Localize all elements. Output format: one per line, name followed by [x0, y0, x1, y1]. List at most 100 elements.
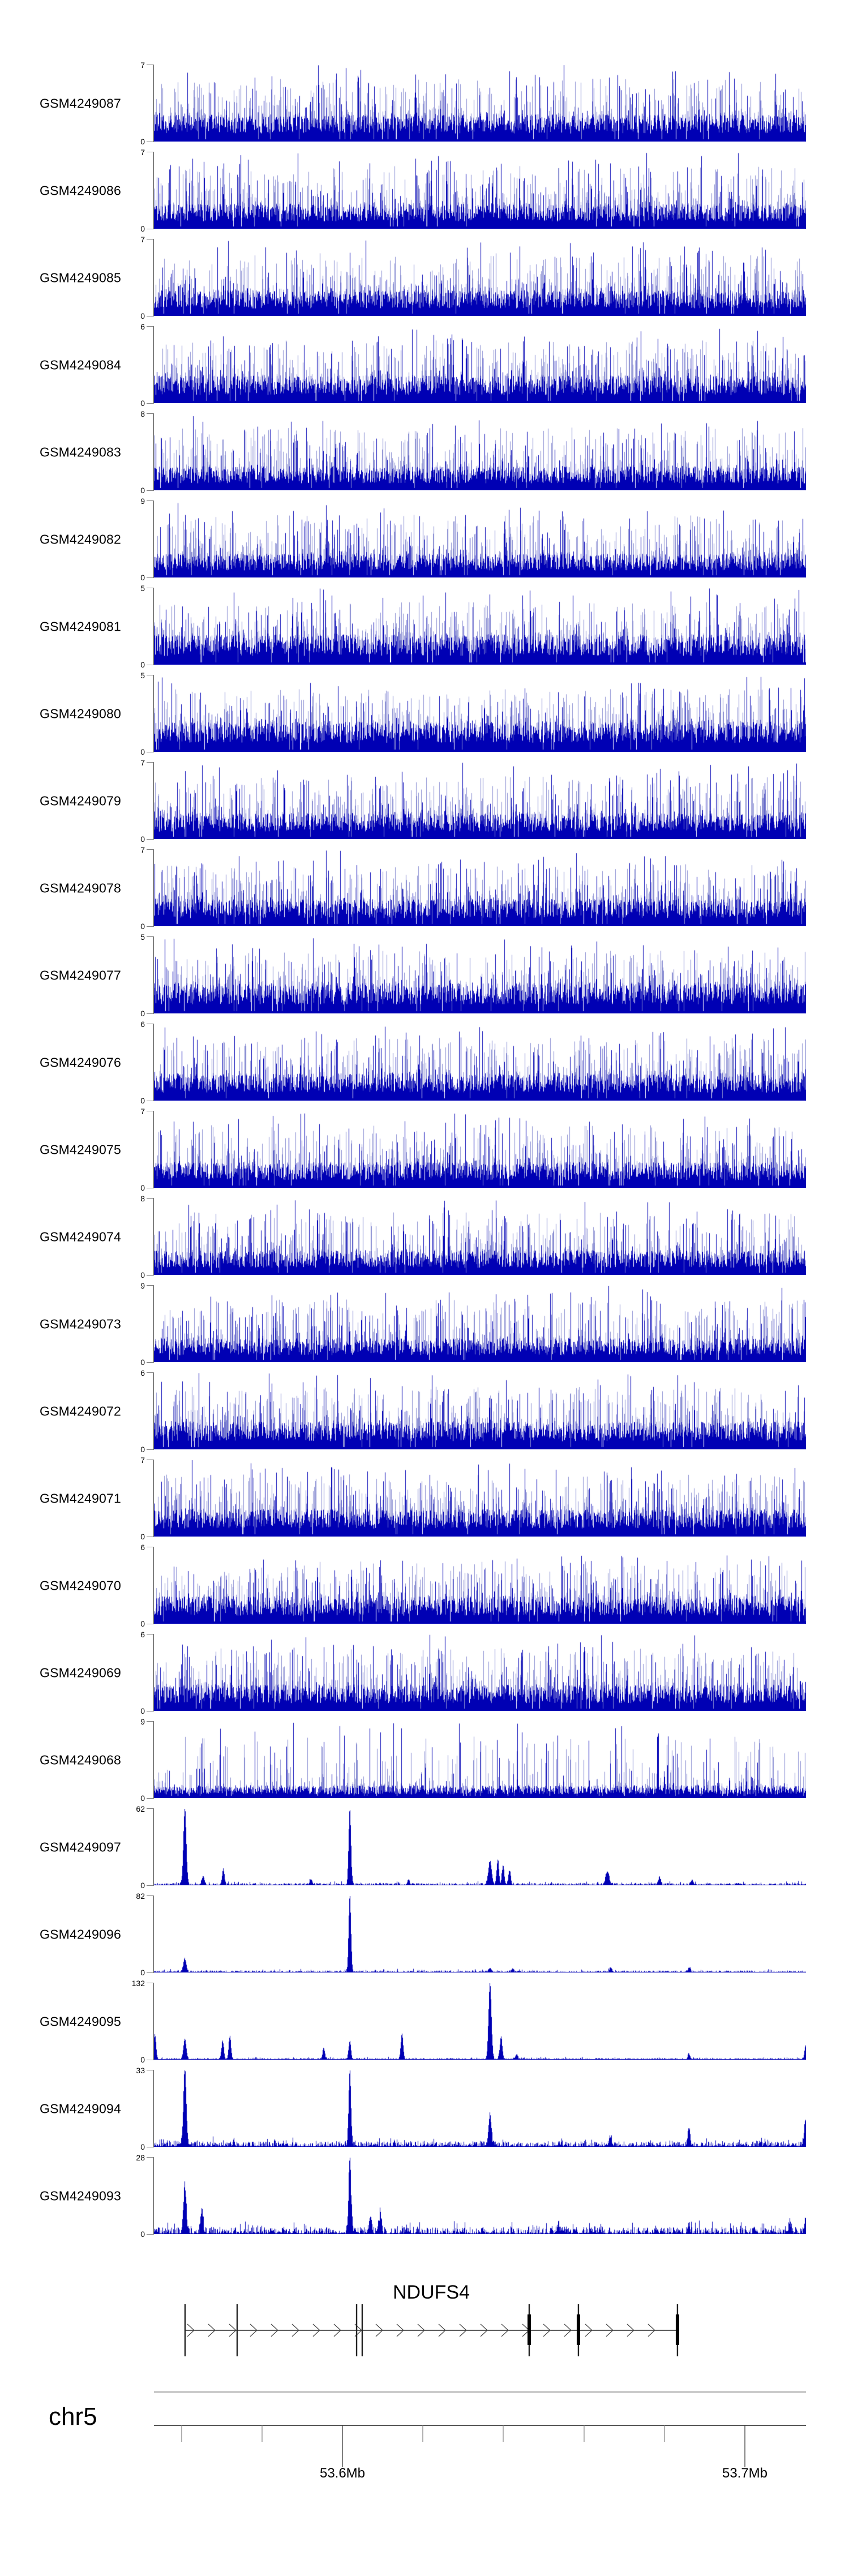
- y-axis-bottom-tick: [147, 839, 154, 840]
- coverage-signal-canvas: [154, 850, 806, 926]
- strand-arrow-icon: [208, 2323, 216, 2337]
- y-axis-bottom-tick: [147, 1013, 154, 1014]
- track-sample-label: GSM4249083: [40, 444, 121, 459]
- strand-arrow-icon: [459, 2323, 467, 2337]
- y-axis-max-label: 9: [140, 497, 145, 506]
- track-row: GSM4249084 6 0: [0, 323, 849, 407]
- y-axis-zero-label: 0: [140, 137, 145, 146]
- y-axis-bottom-tick: [147, 1798, 154, 1799]
- coverage-signal-canvas: [154, 1634, 806, 1711]
- strand-arrow-icon: [564, 2323, 572, 2337]
- strand-arrow-icon: [187, 2323, 195, 2337]
- y-axis-line: [153, 1286, 154, 1362]
- y-axis-zero-label: 0: [140, 1358, 145, 1367]
- y-axis-bottom-tick: [147, 577, 154, 578]
- track-sample-label: GSM4249094: [40, 2101, 121, 2116]
- y-axis-zero-label: 0: [140, 1706, 145, 1715]
- y-axis-zero-label: 0: [140, 311, 145, 320]
- strand-arrow-icon: [250, 2323, 258, 2337]
- y-axis-line: [153, 588, 154, 665]
- track-row: GSM4249097 62 0: [0, 1805, 849, 1889]
- coverage-signal-canvas: [154, 1896, 806, 1972]
- track-sample-label: GSM4249081: [40, 619, 121, 634]
- chromosome-axis: [154, 2391, 806, 2467]
- y-axis-line: [153, 152, 154, 229]
- y-axis-max-label: 82: [136, 1892, 145, 1901]
- y-axis-top-tick: [147, 1198, 154, 1199]
- coverage-signal-canvas: [154, 1373, 806, 1449]
- track-row: GSM4249087 7 0: [0, 61, 849, 146]
- y-axis-max-label: 28: [136, 2153, 145, 2162]
- y-axis-bottom-tick: [147, 1449, 154, 1450]
- track-row: GSM4249085 7 0: [0, 236, 849, 320]
- strand-arrow-icon: [480, 2323, 488, 2337]
- y-axis-bottom-tick: [147, 1362, 154, 1363]
- track-sample-label: GSM4249075: [40, 1142, 121, 1157]
- gene-exon-cds: [576, 2314, 580, 2345]
- y-axis-line: [153, 850, 154, 926]
- track-sample-label: GSM4249087: [40, 96, 121, 110]
- y-axis-max-label: 5: [140, 671, 145, 680]
- y-axis-max-label: 8: [140, 1194, 145, 1203]
- y-axis-zero-label: 0: [140, 1619, 145, 1628]
- y-axis-top-tick: [147, 1721, 154, 1722]
- strand-arrow-icon: [396, 2323, 404, 2337]
- y-axis-max-label: 6: [140, 1543, 145, 1552]
- y-axis-top-tick: [147, 1895, 154, 1896]
- track-row: GSM4249069 6 0: [0, 1631, 849, 1715]
- y-axis-line: [153, 1634, 154, 1711]
- y-axis-line: [153, 1547, 154, 1624]
- coverage-signal-canvas: [154, 1460, 806, 1537]
- coverage-signal-canvas: [154, 937, 806, 1013]
- track-row: GSM4249073 9 0: [0, 1282, 849, 1366]
- y-axis-line: [153, 2070, 154, 2147]
- strand-arrow-icon: [271, 2323, 278, 2337]
- y-axis-top-tick: [147, 2157, 154, 2158]
- coverage-signal-canvas: [154, 239, 806, 316]
- y-axis-max-label: 7: [140, 61, 145, 70]
- track-row: GSM4249071 7 0: [0, 1456, 849, 1541]
- coverage-signal-canvas: [154, 763, 806, 839]
- coverage-signal-canvas: [154, 65, 806, 142]
- y-axis-max-label: 6: [140, 322, 145, 331]
- y-axis-max-label: 132: [131, 1979, 145, 1988]
- y-axis-max-label: 7: [140, 1456, 145, 1465]
- y-axis-line: [153, 414, 154, 490]
- y-axis-line: [153, 1111, 154, 1188]
- track-row: GSM4249086 7 0: [0, 148, 849, 233]
- track-row: GSM4249080 5 0: [0, 671, 849, 756]
- gene-exon: [355, 2304, 358, 2356]
- y-axis-top-tick: [147, 936, 154, 937]
- track-row: GSM4249076 6 0: [0, 1020, 849, 1105]
- y-axis-line: [153, 1199, 154, 1275]
- track-sample-label: GSM4249085: [40, 270, 121, 285]
- track-row: GSM4249078 7 0: [0, 846, 849, 930]
- coverage-signal-canvas: [154, 501, 806, 577]
- y-axis-line: [153, 675, 154, 752]
- coverage-signal-canvas: [154, 2158, 806, 2234]
- y-axis-line: [153, 2158, 154, 2234]
- y-axis-top-tick: [147, 326, 154, 327]
- y-axis-top-tick: [147, 413, 154, 414]
- y-axis-max-label: 33: [136, 2066, 145, 2075]
- gene-exon-cds: [527, 2314, 531, 2345]
- track-sample-label: GSM4249082: [40, 532, 121, 546]
- gene-exon: [361, 2304, 363, 2356]
- y-axis-line: [153, 239, 154, 316]
- y-axis-line: [153, 501, 154, 577]
- track-row: GSM4249081 5 0: [0, 584, 849, 669]
- y-axis-line: [153, 1373, 154, 1449]
- y-axis-line: [153, 1983, 154, 2060]
- coverage-signal-canvas: [154, 1547, 806, 1624]
- y-axis-top-tick: [147, 1372, 154, 1373]
- strand-arrow-icon: [501, 2323, 509, 2337]
- coverage-signal-canvas: [154, 2070, 806, 2147]
- strand-arrow-icon: [648, 2323, 655, 2337]
- y-axis-zero-label: 0: [140, 1270, 145, 1280]
- coverage-signal-canvas: [154, 1809, 806, 1885]
- y-axis-max-label: 9: [140, 1717, 145, 1726]
- track-sample-label: GSM4249070: [40, 1578, 121, 1593]
- gene-exon: [236, 2304, 238, 2356]
- y-axis-bottom-tick: [147, 926, 154, 927]
